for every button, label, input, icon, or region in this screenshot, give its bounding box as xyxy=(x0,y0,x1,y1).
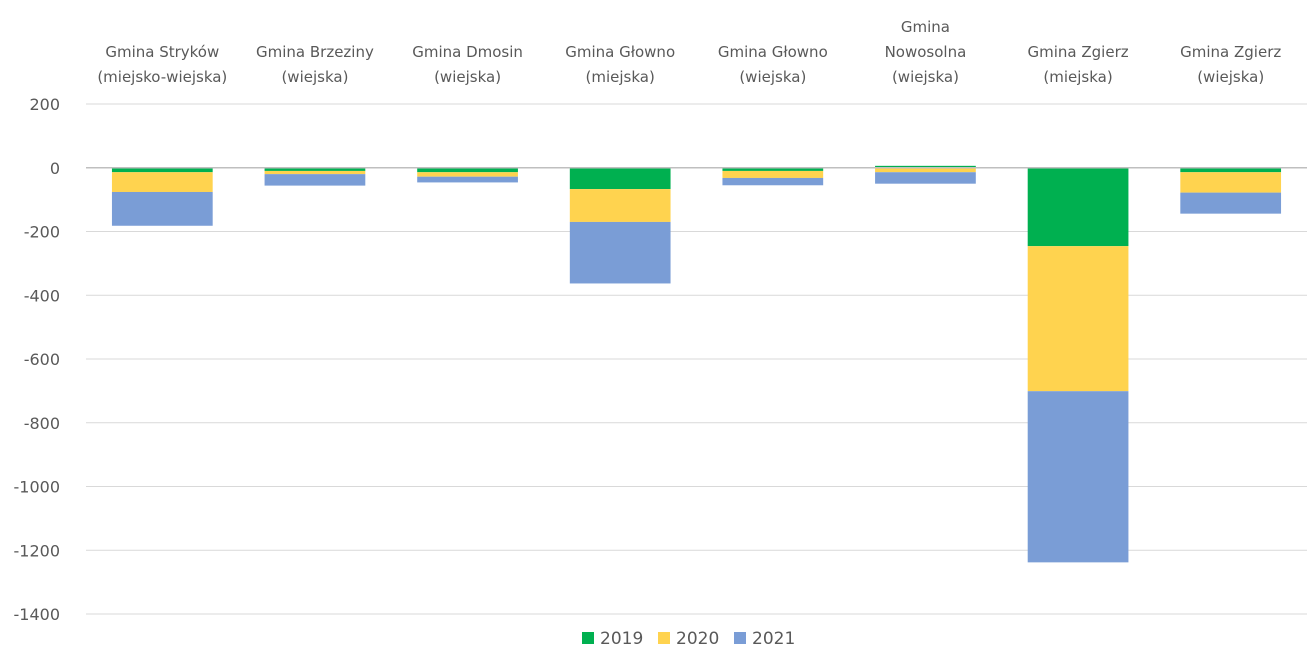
bar-segment-2019 xyxy=(722,167,824,171)
legend-item-2021: 2021 xyxy=(734,629,795,649)
category-label: Gmina Zgierz (miejska) xyxy=(1028,43,1129,86)
bar-segment-2020 xyxy=(417,172,518,177)
bar-segment-2020 xyxy=(1027,246,1129,392)
bar-segment-2019 xyxy=(875,165,976,168)
legend-label: 2020 xyxy=(676,629,719,649)
bar-segment-2021 xyxy=(1027,391,1129,563)
legend-swatch xyxy=(734,632,746,644)
bar-segment-2020 xyxy=(569,189,671,222)
bar-segment-2021 xyxy=(722,177,824,186)
bar-segment-2021 xyxy=(264,174,366,186)
legend-item-2020: 2020 xyxy=(658,629,719,649)
bar-segment-2019 xyxy=(111,167,213,173)
legend: 2019 2020 2021 xyxy=(582,629,795,649)
bar-segment-2020 xyxy=(875,167,976,173)
category-label: Gmina Głowno (miejska) xyxy=(565,43,675,86)
gridlines xyxy=(86,103,1307,615)
bar-segment-2019 xyxy=(569,167,671,190)
category-label: Gmina Głowno (wiejska) xyxy=(718,43,828,86)
bar-segment-2021 xyxy=(875,172,976,184)
bar-segment-2021 xyxy=(111,191,213,226)
y-axis: 200 0 -200 -400 -600 -800 -1000 -1200 -1400 xyxy=(14,95,61,624)
legend-item-2019: 2019 xyxy=(582,629,643,649)
bar-segment-2019 xyxy=(1180,167,1282,173)
y-tick-label: -600 xyxy=(24,350,60,369)
y-tick-label: 0 xyxy=(50,159,60,178)
y-tick-label: -200 xyxy=(24,223,60,242)
bar-segment-2019 xyxy=(417,167,518,173)
bar-segment-2020 xyxy=(111,172,213,192)
bar-segment-2020 xyxy=(264,170,366,175)
y-tick-label: -800 xyxy=(24,414,60,433)
category-label: Gmina Zgierz (wiejska) xyxy=(1180,43,1281,86)
category-labels: Gmina Stryków (miejsko-wiejska) Gmina Brze… xyxy=(97,18,1281,86)
legend-label: 2019 xyxy=(600,629,643,649)
category-label: Gmina Nowosolna (wiejska) xyxy=(885,18,967,86)
category-label: Gmina Stryków (miejsko-wiejska) xyxy=(97,43,227,86)
bar-segment-2021 xyxy=(1180,192,1282,214)
y-tick-label: -1200 xyxy=(14,541,61,560)
category-label: Gmina Dmosin (wiejska) xyxy=(412,43,523,86)
legend-label: 2021 xyxy=(752,629,795,649)
y-tick-label: -400 xyxy=(24,286,60,305)
bar-segment-2021 xyxy=(417,176,518,183)
category-label: Gmina Brzeziny (wiejska) xyxy=(256,43,374,86)
bars xyxy=(111,165,1282,563)
bar-segment-2019 xyxy=(1027,167,1129,247)
bar-segment-2019 xyxy=(264,167,366,171)
y-tick-label: -1000 xyxy=(14,478,61,497)
y-tick-label: 200 xyxy=(29,95,60,114)
bar-segment-2020 xyxy=(722,170,824,178)
legend-swatch xyxy=(658,632,670,644)
legend-swatch xyxy=(582,632,594,644)
bar-segment-2021 xyxy=(569,221,671,284)
y-tick-label: -1400 xyxy=(14,605,61,624)
bar-segment-2020 xyxy=(1180,172,1282,193)
